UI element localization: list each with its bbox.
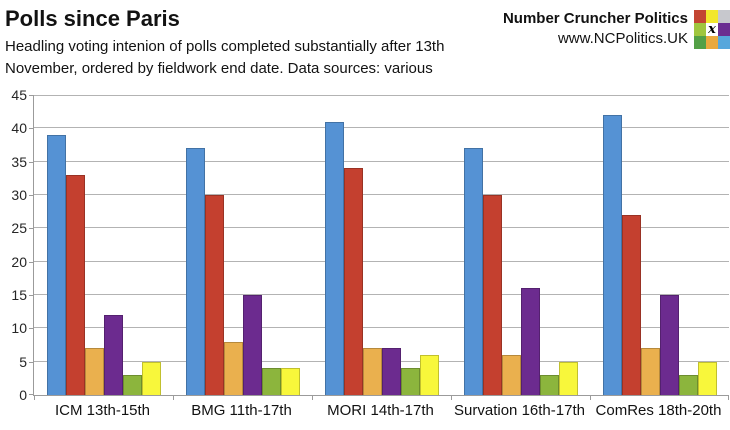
x-axis-tick <box>34 395 35 400</box>
x-axis-category-label: ICM 13th-15th <box>54 402 151 419</box>
bar-purple <box>103 315 123 395</box>
logo-cell <box>706 10 718 23</box>
logo-x-glyph: x <box>706 23 718 36</box>
bar-purple <box>381 348 401 395</box>
y-axis-tick-label: 0 <box>19 387 27 403</box>
logo-cell <box>718 10 730 23</box>
y-axis-tick <box>29 295 34 296</box>
x-axis-category-label: MORI 14th-17th <box>327 402 434 419</box>
bar-blue <box>602 115 622 395</box>
bar-green <box>261 368 281 395</box>
ncpolitics-logo-icon: x <box>694 10 730 49</box>
bar-blue <box>46 135 66 395</box>
bar-yellow <box>419 355 439 395</box>
y-axis-tick <box>29 128 34 130</box>
y-axis-tick <box>29 161 34 163</box>
y-axis-tick <box>29 228 34 230</box>
y-axis-tick-label: 45 <box>11 87 27 103</box>
bar-green <box>678 375 698 395</box>
gridline <box>34 227 729 229</box>
chart-title: Polls since Paris <box>5 6 180 31</box>
bar-orange <box>640 348 660 395</box>
bar-group-icm <box>34 95 173 395</box>
y-axis-tick <box>29 361 34 363</box>
chart-subtitle: Headling voting intenion of polls comple… <box>5 36 444 80</box>
y-axis-tick-label: 25 <box>11 220 27 237</box>
y-axis-tick <box>29 261 34 263</box>
x-axis-tick <box>173 395 174 400</box>
logo-cell <box>706 36 718 49</box>
bar-group-mori <box>312 95 451 395</box>
bar-orange <box>362 348 382 395</box>
y-axis-tick-label: 5 <box>19 353 27 370</box>
logo-cell <box>694 23 706 36</box>
x-axis-category-label: BMG 11th-17th <box>191 402 292 419</box>
bar-yellow <box>141 361 161 395</box>
y-axis-tick <box>29 394 34 395</box>
gridline <box>34 127 729 129</box>
gridline <box>34 327 729 329</box>
logo-cell <box>694 10 706 23</box>
bar-red <box>343 168 363 395</box>
gridline <box>34 160 729 162</box>
brand-block: Number Cruncher Politics www.NCPolitics.… <box>503 9 688 49</box>
y-axis-tick-label: 10 <box>11 320 27 337</box>
brand-name: Number Cruncher Politics <box>502 10 688 27</box>
bar-green <box>539 375 559 395</box>
gridline <box>34 95 729 96</box>
x-axis-tick <box>312 395 313 400</box>
bar-orange <box>501 355 521 395</box>
chart-subtitle-line2: November, ordered by fieldwork end date.… <box>5 60 433 77</box>
y-axis-labels: 0 5 10 15 20 25 30 35 40 45 <box>0 87 27 403</box>
gridline <box>34 260 729 262</box>
chart-subtitle-line1: Headling voting intenion of polls comple… <box>5 38 445 55</box>
logo-cell <box>718 23 730 36</box>
x-axis-tick <box>728 395 729 400</box>
x-axis-tick <box>451 395 452 400</box>
bar-red <box>482 195 502 395</box>
y-axis-tick-label: 40 <box>11 120 27 137</box>
bar-red <box>621 215 641 395</box>
bar-yellow <box>558 361 578 395</box>
logo-cell <box>694 36 706 49</box>
logo-cell <box>718 36 730 49</box>
bar-green <box>400 368 420 395</box>
bar-orange <box>84 348 104 395</box>
brand-url: www.NCPolitics.UK <box>557 30 688 47</box>
bar-yellow <box>280 368 300 395</box>
bar-group-comres <box>590 95 729 395</box>
bar-blue <box>463 148 483 395</box>
bar-red <box>204 195 224 395</box>
y-axis-tick-label: 30 <box>11 187 27 203</box>
bar-blue <box>185 148 205 395</box>
bar-orange <box>223 341 243 395</box>
x-axis-tick <box>590 395 591 400</box>
plot-area <box>29 95 729 400</box>
x-axis-category-label: Survation 16th-17th <box>454 402 585 419</box>
y-axis-tick-label: 35 <box>11 153 27 170</box>
y-axis-tick-label: 15 <box>11 287 27 303</box>
y-axis-tick <box>29 95 34 96</box>
y-axis-tick-label: 20 <box>11 253 27 270</box>
bar-group-bmg <box>173 95 312 395</box>
bar-purple <box>659 295 679 395</box>
bar-group-survation <box>451 95 590 395</box>
bar-purple <box>242 295 262 395</box>
bar-purple <box>520 288 540 395</box>
y-axis-tick <box>29 328 34 330</box>
bar-red <box>65 175 85 395</box>
y-axis-tick <box>29 195 34 196</box>
gridline <box>34 194 729 195</box>
bar-green <box>122 375 142 395</box>
x-axis-category-label: ComRes 18th-20th <box>595 402 722 419</box>
bar-blue <box>324 121 344 395</box>
bar-yellow <box>697 361 717 395</box>
gridline <box>34 294 729 295</box>
